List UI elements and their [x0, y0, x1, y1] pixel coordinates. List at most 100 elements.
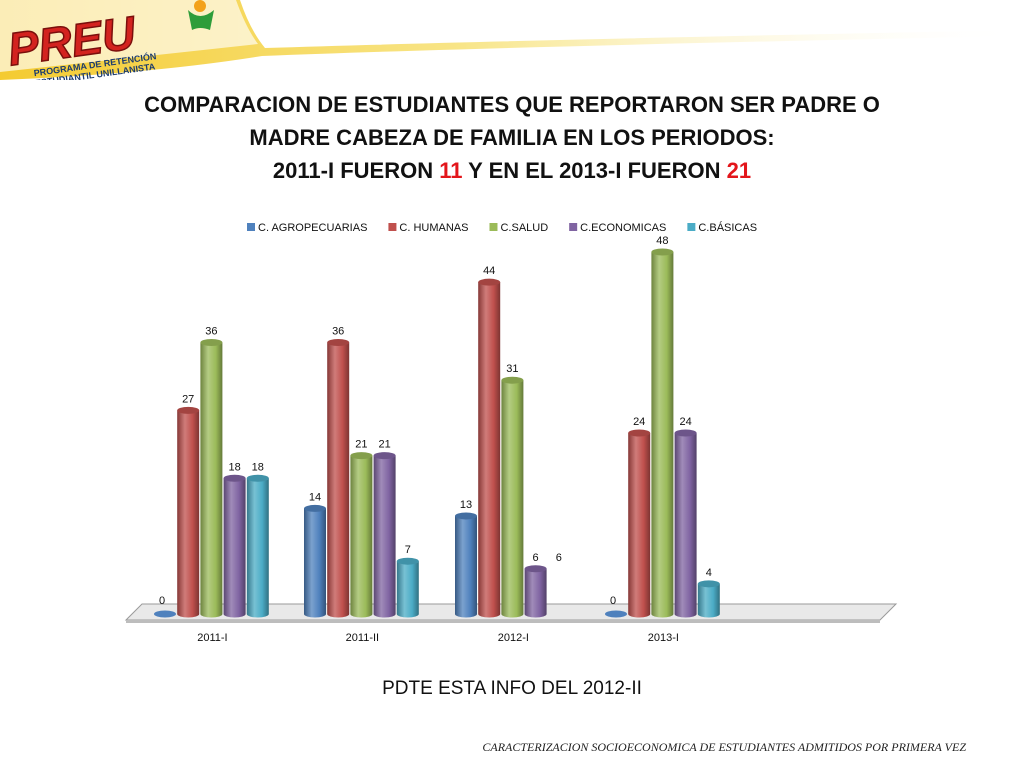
bar-zero-disc: [154, 610, 176, 618]
x-tick-label: 2011-II: [346, 632, 379, 644]
preu-logo: PREU PROGRAMA DE RETENCIÓN ESTUDIANTIL U…: [0, 0, 1024, 80]
data-label: 21: [378, 439, 390, 451]
bar-body: [478, 282, 501, 618]
data-label: 13: [460, 499, 472, 511]
legend-label: C. AGROPECUARIAS: [258, 222, 367, 234]
legend-label: C.BÁSICAS: [698, 221, 757, 234]
bar: 7: [396, 544, 419, 618]
legend-swatch: [247, 223, 255, 231]
bar-body: [628, 433, 651, 618]
data-label: 18: [228, 461, 240, 473]
data-label: 0: [159, 595, 165, 607]
bar-cap: [177, 406, 200, 414]
page-title: COMPARACION DE ESTUDIANTES QUE REPORTARO…: [40, 88, 984, 187]
bar-body: [373, 455, 396, 618]
data-label: 6: [556, 552, 562, 564]
legend-swatch: [687, 223, 696, 231]
legend-swatch: [569, 223, 578, 231]
bar: 21: [373, 439, 396, 618]
bar: 0: [154, 595, 176, 618]
bar-zero-disc: [605, 610, 627, 618]
bar-cap: [200, 339, 223, 346]
legend-item: C. AGROPECUARIAS: [247, 222, 367, 234]
bar-cap: [455, 512, 477, 520]
bar-cap: [304, 504, 326, 512]
legend-item: C.ECONOMICAS: [569, 222, 666, 234]
bar-body: [350, 455, 373, 618]
bar-body: [304, 508, 326, 618]
bar-body: [697, 583, 720, 618]
data-label: 7: [405, 544, 411, 556]
x-tick-label: 2012-I: [498, 632, 529, 644]
x-tick-label: 2011-I: [197, 632, 227, 644]
bar: 4: [697, 567, 720, 618]
legend-item: C.SALUD: [489, 222, 548, 234]
bar-body: [327, 342, 350, 618]
x-tick-label: 2013-I: [648, 632, 679, 644]
bar-cap: [478, 278, 501, 286]
legend-label: C. HUMANAS: [399, 222, 468, 234]
bar-body: [200, 342, 223, 618]
title-line-2: MADRE CABEZA DE FAMILIA EN LOS PERIODOS:: [249, 125, 775, 150]
bar-cap: [674, 429, 697, 437]
chart-bars: 0 27 36 18 18 2011-I 14 36 21 21 7 2011-II 13 44 31 6 6 2…: [154, 235, 720, 644]
data-label: 24: [633, 416, 645, 428]
bar-body: [246, 478, 269, 618]
bar-body: [455, 515, 477, 618]
bar: 6: [524, 552, 547, 618]
bar-cap: [373, 452, 396, 460]
bar: 14: [304, 491, 326, 618]
bar: 48: [651, 235, 674, 618]
bar-body: [177, 410, 200, 618]
chart-legend: C. AGROPECUARIAS C. HUMANAS C.SALUD C.ECONO…: [247, 221, 757, 234]
data-label: 21: [355, 439, 367, 451]
title-line-1: COMPARACION DE ESTUDIANTES QUE REPORTARO…: [144, 92, 880, 117]
footer-caption: CARACTERIZACION SOCIOECONOMICA DE ESTUDI…: [482, 740, 966, 754]
bar-body: [223, 478, 246, 618]
data-label: 48: [656, 235, 668, 247]
data-label: 31: [506, 363, 518, 375]
data-label: 36: [205, 326, 217, 338]
data-label: 44: [483, 265, 495, 277]
bar: 44: [478, 265, 501, 618]
bar-cap: [350, 452, 373, 460]
bar-body: [524, 568, 547, 618]
data-label: 36: [332, 326, 344, 338]
bar: 18: [246, 461, 269, 618]
data-label: 6: [533, 552, 539, 564]
bar: 6: [556, 552, 562, 564]
bar-cap: [651, 248, 674, 256]
title-line-3-b: Y EN EL 2013-I FUERON: [462, 158, 727, 183]
category-group: 14 36 21 21 7 2011-II: [304, 326, 419, 644]
legend-label: C.ECONOMICAS: [580, 222, 666, 234]
bar: 13: [455, 499, 477, 618]
bar: 21: [350, 439, 373, 618]
bar-body: [501, 380, 524, 618]
bar-body: [651, 252, 674, 618]
bar-cap: [223, 474, 246, 482]
bar: 36: [200, 326, 223, 618]
bar: 0: [605, 595, 627, 618]
bar: 27: [177, 393, 200, 618]
bar-cap: [524, 565, 547, 573]
bar-cap: [697, 580, 720, 588]
data-label: 4: [706, 567, 712, 579]
bar: 24: [674, 416, 697, 618]
bar-cap: [396, 557, 419, 565]
category-group: 0 27 36 18 18 2011-I: [154, 326, 269, 644]
bar-cap: [501, 376, 524, 384]
bar-cap: [246, 474, 269, 482]
data-label: 24: [679, 416, 691, 428]
bar: 24: [628, 416, 651, 618]
bar: 18: [223, 461, 246, 618]
legend-item: C. HUMANAS: [388, 222, 468, 234]
title-line-3-a: 2011-I FUERON: [272, 158, 440, 183]
pending-info-note: PDTE ESTA INFO DEL 2012-II: [382, 678, 642, 699]
bar-cap: [628, 429, 651, 437]
bar-body: [674, 433, 697, 618]
bar-cap: [327, 339, 350, 346]
legend-label: C.SALUD: [500, 222, 548, 234]
bar: 31: [501, 363, 524, 618]
data-label: 18: [252, 461, 264, 473]
